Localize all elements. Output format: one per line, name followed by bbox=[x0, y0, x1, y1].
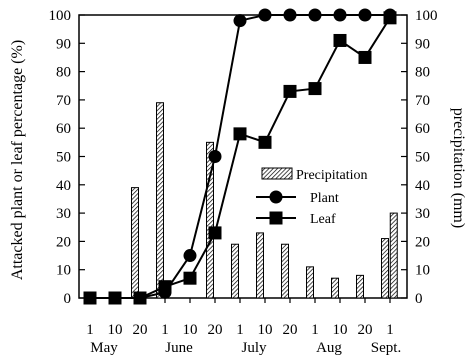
left-axis-ticks: 0 10 20 30 40 50 60 70 80 90 100 bbox=[49, 8, 85, 307]
x-tick-label: 1 bbox=[236, 322, 244, 338]
legend-swatch-precipitation bbox=[261, 167, 293, 180]
point-leaf bbox=[108, 291, 122, 305]
legend-label-precipitation: Precipitation bbox=[296, 168, 368, 183]
left-tick-label: 30 bbox=[56, 206, 71, 222]
x-tick-label: 1 bbox=[311, 322, 319, 338]
x-tick-label: 20 bbox=[358, 322, 373, 338]
right-tick-label: 60 bbox=[415, 121, 430, 137]
month-label: Aug bbox=[316, 340, 342, 356]
precipitation-bar bbox=[256, 232, 264, 299]
precipitation-bar bbox=[131, 187, 139, 299]
right-tick-label: 30 bbox=[415, 206, 430, 222]
point-plant bbox=[308, 8, 322, 22]
point-leaf bbox=[233, 127, 247, 141]
legend-label-plant: Plant bbox=[310, 191, 339, 206]
precipitation-bar bbox=[381, 238, 389, 299]
left-tick-label: 20 bbox=[56, 234, 71, 250]
right-tick-label: 100 bbox=[415, 8, 438, 24]
point-leaf bbox=[358, 50, 372, 64]
x-tick-label: 1 bbox=[386, 322, 394, 338]
point-plant bbox=[358, 8, 372, 22]
right-tick-label: 10 bbox=[415, 263, 430, 279]
legend-label-leaf: Leaf bbox=[310, 212, 336, 227]
left-tick-label: 50 bbox=[56, 150, 71, 166]
month-label: Sept. bbox=[371, 340, 401, 356]
left-tick-label: 0 bbox=[64, 291, 72, 307]
left-tick-label: 70 bbox=[56, 93, 71, 109]
x-axis-ticks: 1 10 20 1 10 20 1 10 20 1 10 20 1 May June July Aug Sept. bbox=[86, 298, 401, 356]
right-tick-label: 20 bbox=[415, 234, 430, 250]
precipitation-bars bbox=[131, 102, 398, 299]
legend-marker-plant bbox=[269, 190, 283, 204]
point-leaf bbox=[133, 291, 147, 305]
point-leaf bbox=[183, 271, 197, 285]
x-tick-label: 10 bbox=[333, 322, 348, 338]
point-plant bbox=[258, 8, 272, 22]
left-tick-label: 60 bbox=[56, 121, 71, 137]
x-tick-label: 1 bbox=[161, 322, 169, 338]
plot-frame bbox=[78, 14, 408, 299]
month-label: June bbox=[165, 340, 193, 356]
left-tick-label: 90 bbox=[56, 36, 71, 52]
left-tick-label: 100 bbox=[49, 8, 72, 24]
left-tick-label: 80 bbox=[56, 65, 71, 81]
x-tick-label: 20 bbox=[283, 322, 298, 338]
point-leaf bbox=[83, 291, 97, 305]
left-axis-label: Attacked plant or leaf percentage (%) bbox=[9, 40, 26, 280]
right-tick-label: 0 bbox=[415, 291, 423, 307]
point-leaf bbox=[258, 135, 272, 149]
point-plant bbox=[183, 249, 197, 263]
right-axis-ticks: 0 10 20 30 40 50 60 70 80 90 100 bbox=[401, 8, 438, 307]
x-tick-label: 20 bbox=[133, 322, 148, 338]
point-plant bbox=[333, 8, 347, 22]
point-leaf bbox=[308, 82, 322, 96]
x-tick-label: 10 bbox=[183, 322, 198, 338]
point-leaf bbox=[208, 226, 222, 240]
precipitation-bar bbox=[281, 243, 289, 299]
precipitation-bar bbox=[306, 266, 314, 299]
right-axis-label: precipitation (mm) bbox=[450, 108, 466, 228]
x-tick-label: 10 bbox=[108, 322, 123, 338]
point-leaf bbox=[158, 280, 172, 294]
right-tick-label: 70 bbox=[415, 93, 430, 109]
point-leaf bbox=[383, 11, 397, 25]
x-tick-label: 20 bbox=[208, 322, 223, 338]
precipitation-bar bbox=[231, 243, 239, 299]
series-lines bbox=[83, 8, 397, 305]
point-plant bbox=[233, 14, 247, 28]
point-plant bbox=[283, 8, 297, 22]
right-tick-label: 40 bbox=[415, 178, 430, 194]
precipitation-bar bbox=[331, 277, 339, 299]
x-tick-label: 1 bbox=[86, 322, 94, 338]
point-leaf bbox=[333, 33, 347, 47]
legend-marker-leaf bbox=[269, 211, 283, 225]
point-leaf bbox=[283, 84, 297, 98]
left-tick-label: 10 bbox=[56, 263, 71, 279]
month-label: May bbox=[90, 340, 118, 356]
x-tick-label: 10 bbox=[258, 322, 273, 338]
month-label: July bbox=[241, 340, 267, 356]
precipitation-bar bbox=[389, 212, 398, 299]
precipitation-bar bbox=[156, 102, 164, 299]
precipitation-bar bbox=[206, 141, 214, 299]
left-tick-label: 40 bbox=[56, 178, 71, 194]
point-plant bbox=[208, 150, 222, 163]
right-tick-label: 90 bbox=[415, 36, 430, 52]
precipitation-bar bbox=[356, 274, 364, 299]
legend: Precipitation Plant Leaf bbox=[256, 167, 368, 227]
right-tick-label: 50 bbox=[415, 150, 430, 166]
right-tick-label: 80 bbox=[415, 65, 430, 81]
